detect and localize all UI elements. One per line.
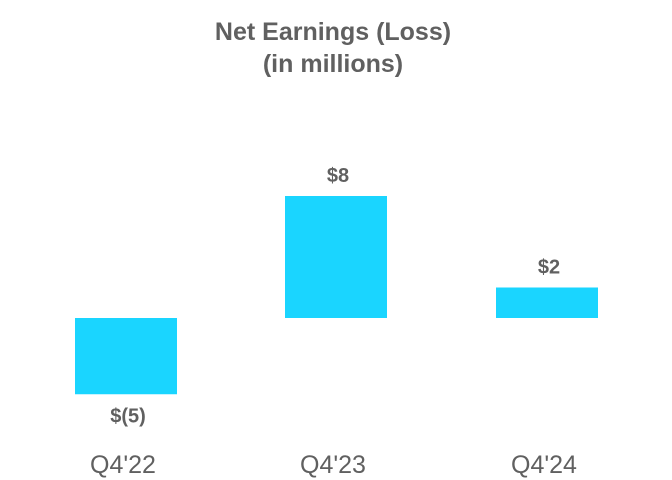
category-label-1: Q4'23 xyxy=(300,451,366,479)
bar-2 xyxy=(496,287,598,318)
chart-title-line-1: Net Earnings (Loss) xyxy=(215,18,451,46)
bar-0 xyxy=(75,318,177,395)
category-label-0: Q4'22 xyxy=(90,451,156,479)
data-label-1: $8 xyxy=(327,165,349,187)
bars-group: $(5) Q4'22 $8 Q4'23 $2 Q4'24 xyxy=(75,165,598,479)
bar-1 xyxy=(285,196,387,318)
data-label-0: $(5) xyxy=(110,405,146,427)
category-label-2: Q4'24 xyxy=(511,451,577,479)
data-label-2: $2 xyxy=(538,257,560,279)
chart-title-line-2: (in millions) xyxy=(263,50,403,78)
